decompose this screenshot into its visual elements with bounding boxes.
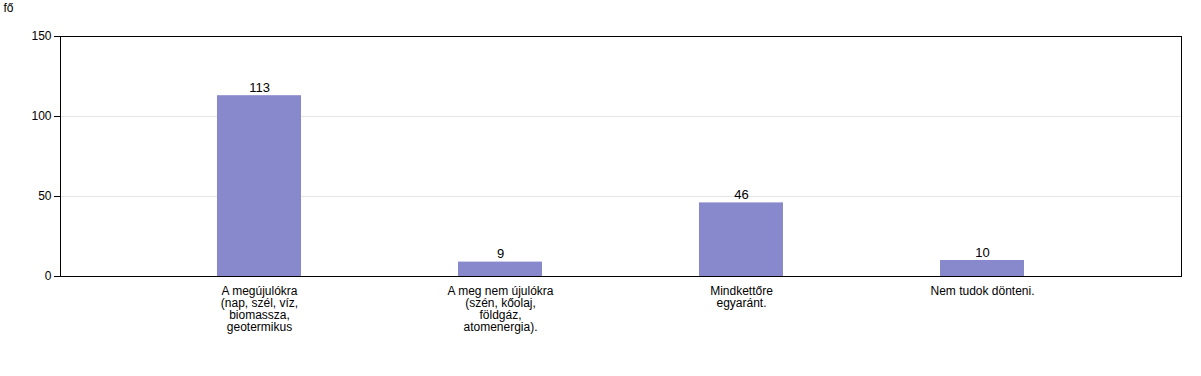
svg-text:0: 0 (45, 269, 52, 283)
svg-text:100: 100 (31, 109, 51, 123)
svg-text:9: 9 (497, 246, 504, 261)
svg-text:A megújulókra(nap, szél, víz,b: A megújulókra(nap, szél, víz,biomassza,g… (221, 284, 298, 334)
svg-text:Nem tudok dönteni.: Nem tudok dönteni. (930, 284, 1034, 298)
svg-text:Mindkettőreegyaránt.: Mindkettőreegyaránt. (710, 284, 773, 310)
svg-text:150: 150 (31, 29, 51, 43)
svg-text:113: 113 (249, 80, 270, 95)
svg-text:46: 46 (734, 187, 748, 202)
svg-text:A meg nem újulókra(szén, kőola: A meg nem újulókra(szén, kőolaj,földgáz,… (447, 284, 553, 334)
svg-text:fő: fő (4, 1, 14, 15)
svg-text:10: 10 (975, 245, 989, 260)
svg-text:50: 50 (38, 189, 52, 203)
